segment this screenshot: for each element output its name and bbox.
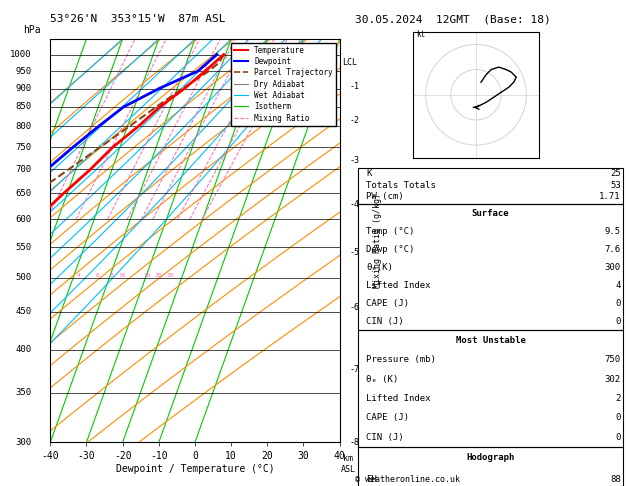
Text: 2: 2 bbox=[615, 394, 621, 403]
Text: 300: 300 bbox=[15, 438, 31, 447]
Text: Dewp (°C): Dewp (°C) bbox=[366, 245, 415, 254]
Text: 550: 550 bbox=[15, 243, 31, 252]
Text: 600: 600 bbox=[15, 215, 31, 224]
Text: 0: 0 bbox=[615, 317, 621, 326]
Text: K: K bbox=[366, 169, 372, 178]
Text: 20: 20 bbox=[155, 273, 162, 278]
Text: Lifted Index: Lifted Index bbox=[366, 394, 431, 403]
Text: hPa: hPa bbox=[23, 25, 40, 35]
Text: -5: -5 bbox=[350, 248, 360, 258]
Text: -6: -6 bbox=[350, 303, 360, 312]
Text: LCL: LCL bbox=[343, 58, 357, 67]
Text: 750: 750 bbox=[604, 355, 621, 364]
Text: © weatheronline.co.uk: © weatheronline.co.uk bbox=[355, 474, 460, 484]
Text: 950: 950 bbox=[15, 67, 31, 76]
Text: 400: 400 bbox=[15, 345, 31, 354]
Text: Surface: Surface bbox=[472, 208, 509, 218]
Text: -2: -2 bbox=[350, 116, 360, 125]
Text: PW (cm): PW (cm) bbox=[366, 192, 404, 201]
Text: 53: 53 bbox=[610, 181, 621, 190]
Text: 4: 4 bbox=[76, 273, 80, 278]
Text: 4: 4 bbox=[615, 281, 621, 290]
Text: Most Unstable: Most Unstable bbox=[455, 336, 526, 345]
Text: EH: EH bbox=[366, 475, 377, 484]
Text: 6: 6 bbox=[96, 273, 99, 278]
Text: 900: 900 bbox=[15, 84, 31, 93]
Bar bbox=[358, 204, 623, 330]
Text: 30.05.2024  12GMT  (Base: 18): 30.05.2024 12GMT (Base: 18) bbox=[355, 14, 551, 24]
Text: 450: 450 bbox=[15, 307, 31, 316]
Text: kt: kt bbox=[416, 30, 425, 39]
Text: 10: 10 bbox=[119, 273, 126, 278]
Text: 16: 16 bbox=[143, 273, 150, 278]
Text: θₑ(K): θₑ(K) bbox=[366, 263, 393, 272]
Text: 302: 302 bbox=[604, 375, 621, 383]
Text: 1.71: 1.71 bbox=[599, 192, 621, 201]
Text: CAPE (J): CAPE (J) bbox=[366, 299, 409, 308]
Text: 0: 0 bbox=[615, 299, 621, 308]
Text: Pressure (mb): Pressure (mb) bbox=[366, 355, 436, 364]
Text: 88: 88 bbox=[610, 475, 621, 484]
Text: Totals Totals: Totals Totals bbox=[366, 181, 436, 190]
Text: CIN (J): CIN (J) bbox=[366, 433, 404, 442]
Text: 25: 25 bbox=[167, 273, 174, 278]
Text: -3: -3 bbox=[350, 156, 360, 165]
Text: 850: 850 bbox=[15, 103, 31, 111]
Text: 500: 500 bbox=[15, 273, 31, 282]
Text: CIN (J): CIN (J) bbox=[366, 317, 404, 326]
Text: 53°26'N  353°15'W  87m ASL: 53°26'N 353°15'W 87m ASL bbox=[50, 14, 226, 24]
Bar bbox=[358, 168, 623, 204]
Text: 8: 8 bbox=[109, 273, 113, 278]
Text: 650: 650 bbox=[15, 189, 31, 198]
Text: -8: -8 bbox=[350, 438, 360, 447]
Text: 1000: 1000 bbox=[10, 50, 31, 59]
Text: -1: -1 bbox=[350, 82, 360, 90]
Legend: Temperature, Dewpoint, Parcel Trajectory, Dry Adiabat, Wet Adiabat, Isotherm, Mi: Temperature, Dewpoint, Parcel Trajectory… bbox=[231, 43, 336, 125]
Text: -4: -4 bbox=[350, 200, 360, 209]
X-axis label: Dewpoint / Temperature (°C): Dewpoint / Temperature (°C) bbox=[116, 464, 274, 474]
Text: Mixing Ratio (g/kg): Mixing Ratio (g/kg) bbox=[373, 193, 382, 288]
Text: 0: 0 bbox=[615, 433, 621, 442]
Text: 300: 300 bbox=[604, 263, 621, 272]
Text: 7.6: 7.6 bbox=[604, 245, 621, 254]
Text: -7: -7 bbox=[350, 365, 360, 374]
Text: 800: 800 bbox=[15, 122, 31, 131]
Text: Temp (°C): Temp (°C) bbox=[366, 226, 415, 236]
Text: 750: 750 bbox=[15, 143, 31, 152]
Text: km
ASL: km ASL bbox=[341, 454, 356, 474]
Text: 0: 0 bbox=[615, 414, 621, 422]
Text: 9.5: 9.5 bbox=[604, 226, 621, 236]
Text: θₑ (K): θₑ (K) bbox=[366, 375, 398, 383]
Bar bbox=[358, 447, 623, 486]
Bar bbox=[358, 330, 623, 447]
Text: 700: 700 bbox=[15, 165, 31, 174]
Text: 350: 350 bbox=[15, 388, 31, 397]
Text: 25: 25 bbox=[610, 169, 621, 178]
Text: Hodograph: Hodograph bbox=[467, 453, 515, 462]
Text: CAPE (J): CAPE (J) bbox=[366, 414, 409, 422]
Text: Lifted Index: Lifted Index bbox=[366, 281, 431, 290]
